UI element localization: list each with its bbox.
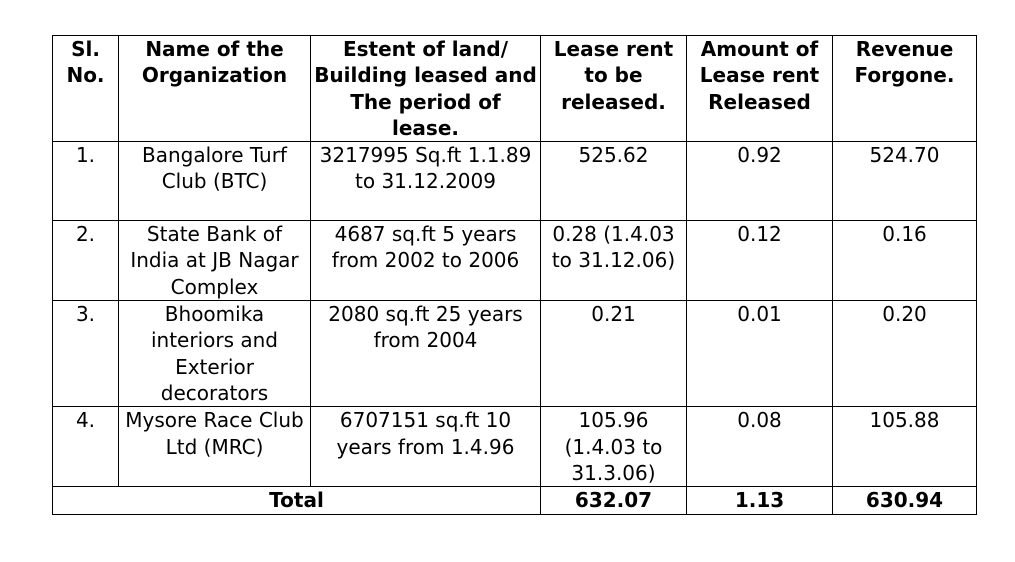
cell-lease-rent: 105.96 (1.4.03 to 31.3.06) [540,406,687,488]
lease-rent-table: Sl. No. Name of the Organization Estent … [52,34,977,515]
cell-organization: Mysore Race Club Ltd (MRC) [118,406,311,488]
cell-sl-no: 4. [52,406,119,488]
cell-organization: Bhoomika interiors and Exterior decorato… [118,300,311,408]
cell-lease-rent: 0.21 [540,300,687,408]
total-amount-released: 1.13 [686,486,833,515]
cell-extent: 2080 sq.ft 25 years from 2004 [310,300,541,408]
cell-amount-released: 0.12 [686,220,833,302]
cell-amount-released: 0.08 [686,406,833,488]
cell-amount-released: 0.92 [686,141,833,222]
total-revenue-forgone: 630.94 [832,486,977,515]
header-row: Sl. No. Name of the Organization Estent … [52,34,977,143]
header-revenue-forgone: Revenue Forgone. [832,34,977,143]
cell-extent: 4687 sq.ft 5 years from 2002 to 2006 [310,220,541,302]
header-extent: Estent of land/ Building leased and The … [310,34,541,143]
cell-lease-rent: 525.62 [540,141,687,222]
total-row: Total 632.07 1.13 630.94 [52,486,977,515]
table-row: 4. Mysore Race Club Ltd (MRC) 6707151 sq… [52,406,977,488]
cell-amount-released: 0.01 [686,300,833,408]
cell-extent: 3217995 Sq.ft 1.1.89 to 31.12.2009 [310,141,541,222]
cell-lease-rent: 0.28 (1.4.03 to 31.12.06) [540,220,687,302]
cell-revenue-forgone: 0.16 [832,220,977,302]
cell-extent: 6707151 sq.ft 10 years from 1.4.96 [310,406,541,488]
cell-revenue-forgone: 0.20 [832,300,977,408]
total-label: Total [52,486,541,515]
header-sl-no: Sl. No. [52,34,119,143]
cell-revenue-forgone: 105.88 [832,406,977,488]
table-row: 3. Bhoomika interiors and Exterior decor… [52,300,977,408]
total-lease-rent: 632.07 [540,486,687,515]
header-amount-released: Amount of Lease rent Released [686,34,833,143]
table-row: 1. Bangalore Turf Club (BTC) 3217995 Sq.… [52,141,977,222]
cell-sl-no: 3. [52,300,119,408]
cell-organization: Bangalore Turf Club (BTC) [118,141,311,222]
table-row: 2. State Bank of India at JB Nagar Compl… [52,220,977,302]
cell-sl-no: 1. [52,141,119,222]
cell-revenue-forgone: 524.70 [832,141,977,222]
cell-organization: State Bank of India at JB Nagar Complex [118,220,311,302]
header-lease-rent: Lease rent to be released. [540,34,687,143]
header-organization: Name of the Organization [118,34,311,143]
cell-sl-no: 2. [52,220,119,302]
